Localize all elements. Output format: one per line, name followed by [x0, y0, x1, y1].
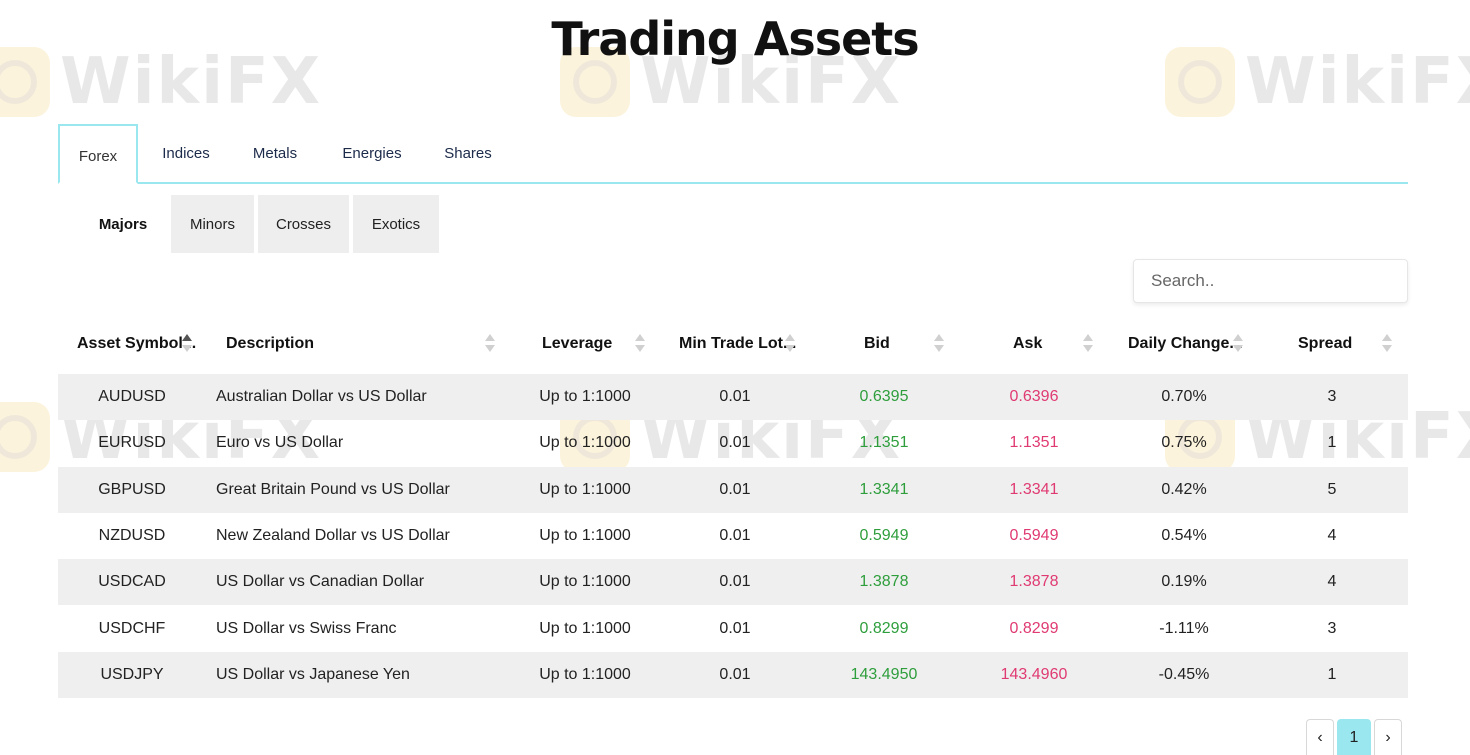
- bid-price: 1.1351: [859, 434, 909, 452]
- column-header-leverage[interactable]: Leverage: [542, 335, 613, 352]
- sort-icon[interactable]: [635, 334, 645, 354]
- sort-icon[interactable]: [182, 334, 192, 354]
- asset-class-tabs: Forex Indices Metals Energies Shares: [58, 124, 1408, 184]
- column-header-daily-change[interactable]: Daily Change...: [1128, 335, 1243, 352]
- asset-description: Euro vs US Dollar: [216, 434, 344, 452]
- daily-change: -1.11%: [1159, 619, 1209, 637]
- sort-icon[interactable]: [1382, 334, 1392, 354]
- table-row: NZDUSD New Zealand Dollar vs US Dollar U…: [58, 513, 1408, 559]
- min-trade-lot: 0.01: [719, 573, 751, 591]
- pagination: ‹ 1 ›: [1306, 719, 1402, 755]
- asset-symbol: NZDUSD: [98, 527, 166, 545]
- leverage: Up to 1:1000: [539, 434, 631, 452]
- wikifx-logo-icon: [0, 402, 50, 472]
- spread: 4: [1327, 573, 1337, 591]
- min-trade-lot: 0.01: [719, 388, 751, 406]
- asset-description: US Dollar vs Swiss Franc: [216, 619, 397, 637]
- asset-description: Great Britain Pound vs US Dollar: [216, 480, 450, 498]
- ask-price: 0.8299: [1009, 619, 1059, 637]
- daily-change: 0.70%: [1161, 388, 1207, 406]
- min-trade-lot: 0.01: [719, 480, 751, 498]
- spread: 4: [1327, 527, 1337, 545]
- spread: 3: [1327, 388, 1337, 406]
- tab-indices[interactable]: Indices: [162, 144, 210, 162]
- table-row: EURUSD Euro vs US Dollar Up to 1:1000 0.…: [58, 420, 1408, 466]
- daily-change: 0.19%: [1161, 573, 1207, 591]
- bid-price: 0.6395: [859, 388, 909, 406]
- spread: 1: [1327, 665, 1337, 683]
- sort-icon[interactable]: [1083, 334, 1093, 354]
- leverage: Up to 1:1000: [539, 665, 631, 683]
- table-row: AUDUSD Australian Dollar vs US Dollar Up…: [58, 374, 1408, 421]
- column-header-description[interactable]: Description: [226, 335, 315, 352]
- spread: 1: [1327, 434, 1337, 452]
- min-trade-lot: 0.01: [719, 665, 751, 683]
- tab-forex[interactable]: Forex: [58, 124, 138, 184]
- asset-symbol: USDJPY: [100, 665, 164, 683]
- daily-change: 0.75%: [1161, 434, 1207, 452]
- daily-change: 0.54%: [1161, 527, 1207, 545]
- tab-energies[interactable]: Energies: [342, 144, 402, 162]
- ask-price: 1.1351: [1009, 434, 1059, 452]
- leverage: Up to 1:1000: [539, 480, 631, 498]
- ask-price: 0.5949: [1009, 527, 1059, 545]
- tab-shares[interactable]: Shares: [444, 144, 492, 162]
- table-row: USDCHF US Dollar vs Swiss Franc Up to 1:…: [58, 605, 1408, 651]
- min-trade-lot: 0.01: [719, 527, 751, 545]
- asset-description: US Dollar vs Japanese Yen: [216, 665, 410, 683]
- column-header-ask[interactable]: Ask: [1013, 335, 1043, 352]
- ask-price: 1.3878: [1009, 573, 1059, 591]
- sort-icon[interactable]: [485, 334, 495, 354]
- table-header: Asset Symbol... Description Leverage Min…: [58, 322, 1408, 366]
- daily-change: -0.45%: [1158, 665, 1210, 683]
- bid-price: 143.4950: [850, 665, 918, 683]
- leverage: Up to 1:1000: [539, 573, 631, 591]
- table-row: USDJPY US Dollar vs Japanese Yen Up to 1…: [58, 651, 1408, 699]
- spread: 5: [1327, 480, 1337, 498]
- column-header-bid[interactable]: Bid: [864, 335, 890, 352]
- sort-icon[interactable]: [1233, 334, 1243, 354]
- next-page-button[interactable]: ›: [1374, 719, 1402, 755]
- min-trade-lot: 0.01: [719, 434, 751, 452]
- leverage: Up to 1:1000: [539, 388, 631, 406]
- min-trade-lot: 0.01: [719, 619, 751, 637]
- page-title: Trading Assets: [551, 12, 919, 66]
- bid-price: 0.5949: [859, 527, 909, 545]
- asset-symbol: AUDUSD: [98, 388, 166, 406]
- prev-page-button[interactable]: ‹: [1306, 719, 1334, 755]
- asset-symbol: GBPUSD: [98, 480, 166, 498]
- subtab-exotics[interactable]: Exotics: [353, 195, 439, 253]
- table-row: GBPUSD Great Britain Pound vs US Dollar …: [58, 466, 1408, 513]
- asset-symbol: EURUSD: [98, 434, 166, 452]
- sort-icon[interactable]: [934, 334, 944, 354]
- asset-description: New Zealand Dollar vs US Dollar: [216, 527, 450, 545]
- sort-icon[interactable]: [785, 334, 795, 354]
- column-header-spread[interactable]: Spread: [1298, 335, 1353, 352]
- assets-table-body: AUDUSD Australian Dollar vs US Dollar Up…: [58, 374, 1408, 699]
- leverage: Up to 1:1000: [539, 619, 631, 637]
- ask-price: 0.6396: [1009, 388, 1059, 406]
- subtab-majors[interactable]: Majors: [86, 195, 160, 253]
- column-header-min-trade-lot[interactable]: Min Trade Lot...: [679, 335, 797, 352]
- search-input[interactable]: [1133, 259, 1408, 303]
- bid-price: 1.3878: [859, 573, 909, 591]
- table-row: USDCAD US Dollar vs Canadian Dollar Up t…: [58, 559, 1408, 606]
- ask-price: 143.4960: [1000, 665, 1068, 683]
- asset-symbol: USDCAD: [98, 573, 166, 591]
- spread: 3: [1327, 619, 1337, 637]
- subtab-crosses[interactable]: Crosses: [258, 195, 349, 253]
- leverage: Up to 1:1000: [539, 527, 631, 545]
- daily-change: 0.42%: [1161, 480, 1207, 498]
- asset-description: Australian Dollar vs US Dollar: [216, 388, 427, 406]
- column-header-asset-symbol[interactable]: Asset Symbol...: [77, 335, 197, 352]
- page-1-button[interactable]: 1: [1337, 719, 1371, 755]
- ask-price: 1.3341: [1009, 480, 1059, 498]
- subtab-minors[interactable]: Minors: [171, 195, 254, 253]
- tab-metals[interactable]: Metals: [252, 144, 298, 162]
- bid-price: 1.3341: [859, 480, 909, 498]
- asset-description: US Dollar vs Canadian Dollar: [216, 573, 425, 591]
- asset-symbol: USDCHF: [98, 619, 166, 637]
- bid-price: 0.8299: [859, 619, 909, 637]
